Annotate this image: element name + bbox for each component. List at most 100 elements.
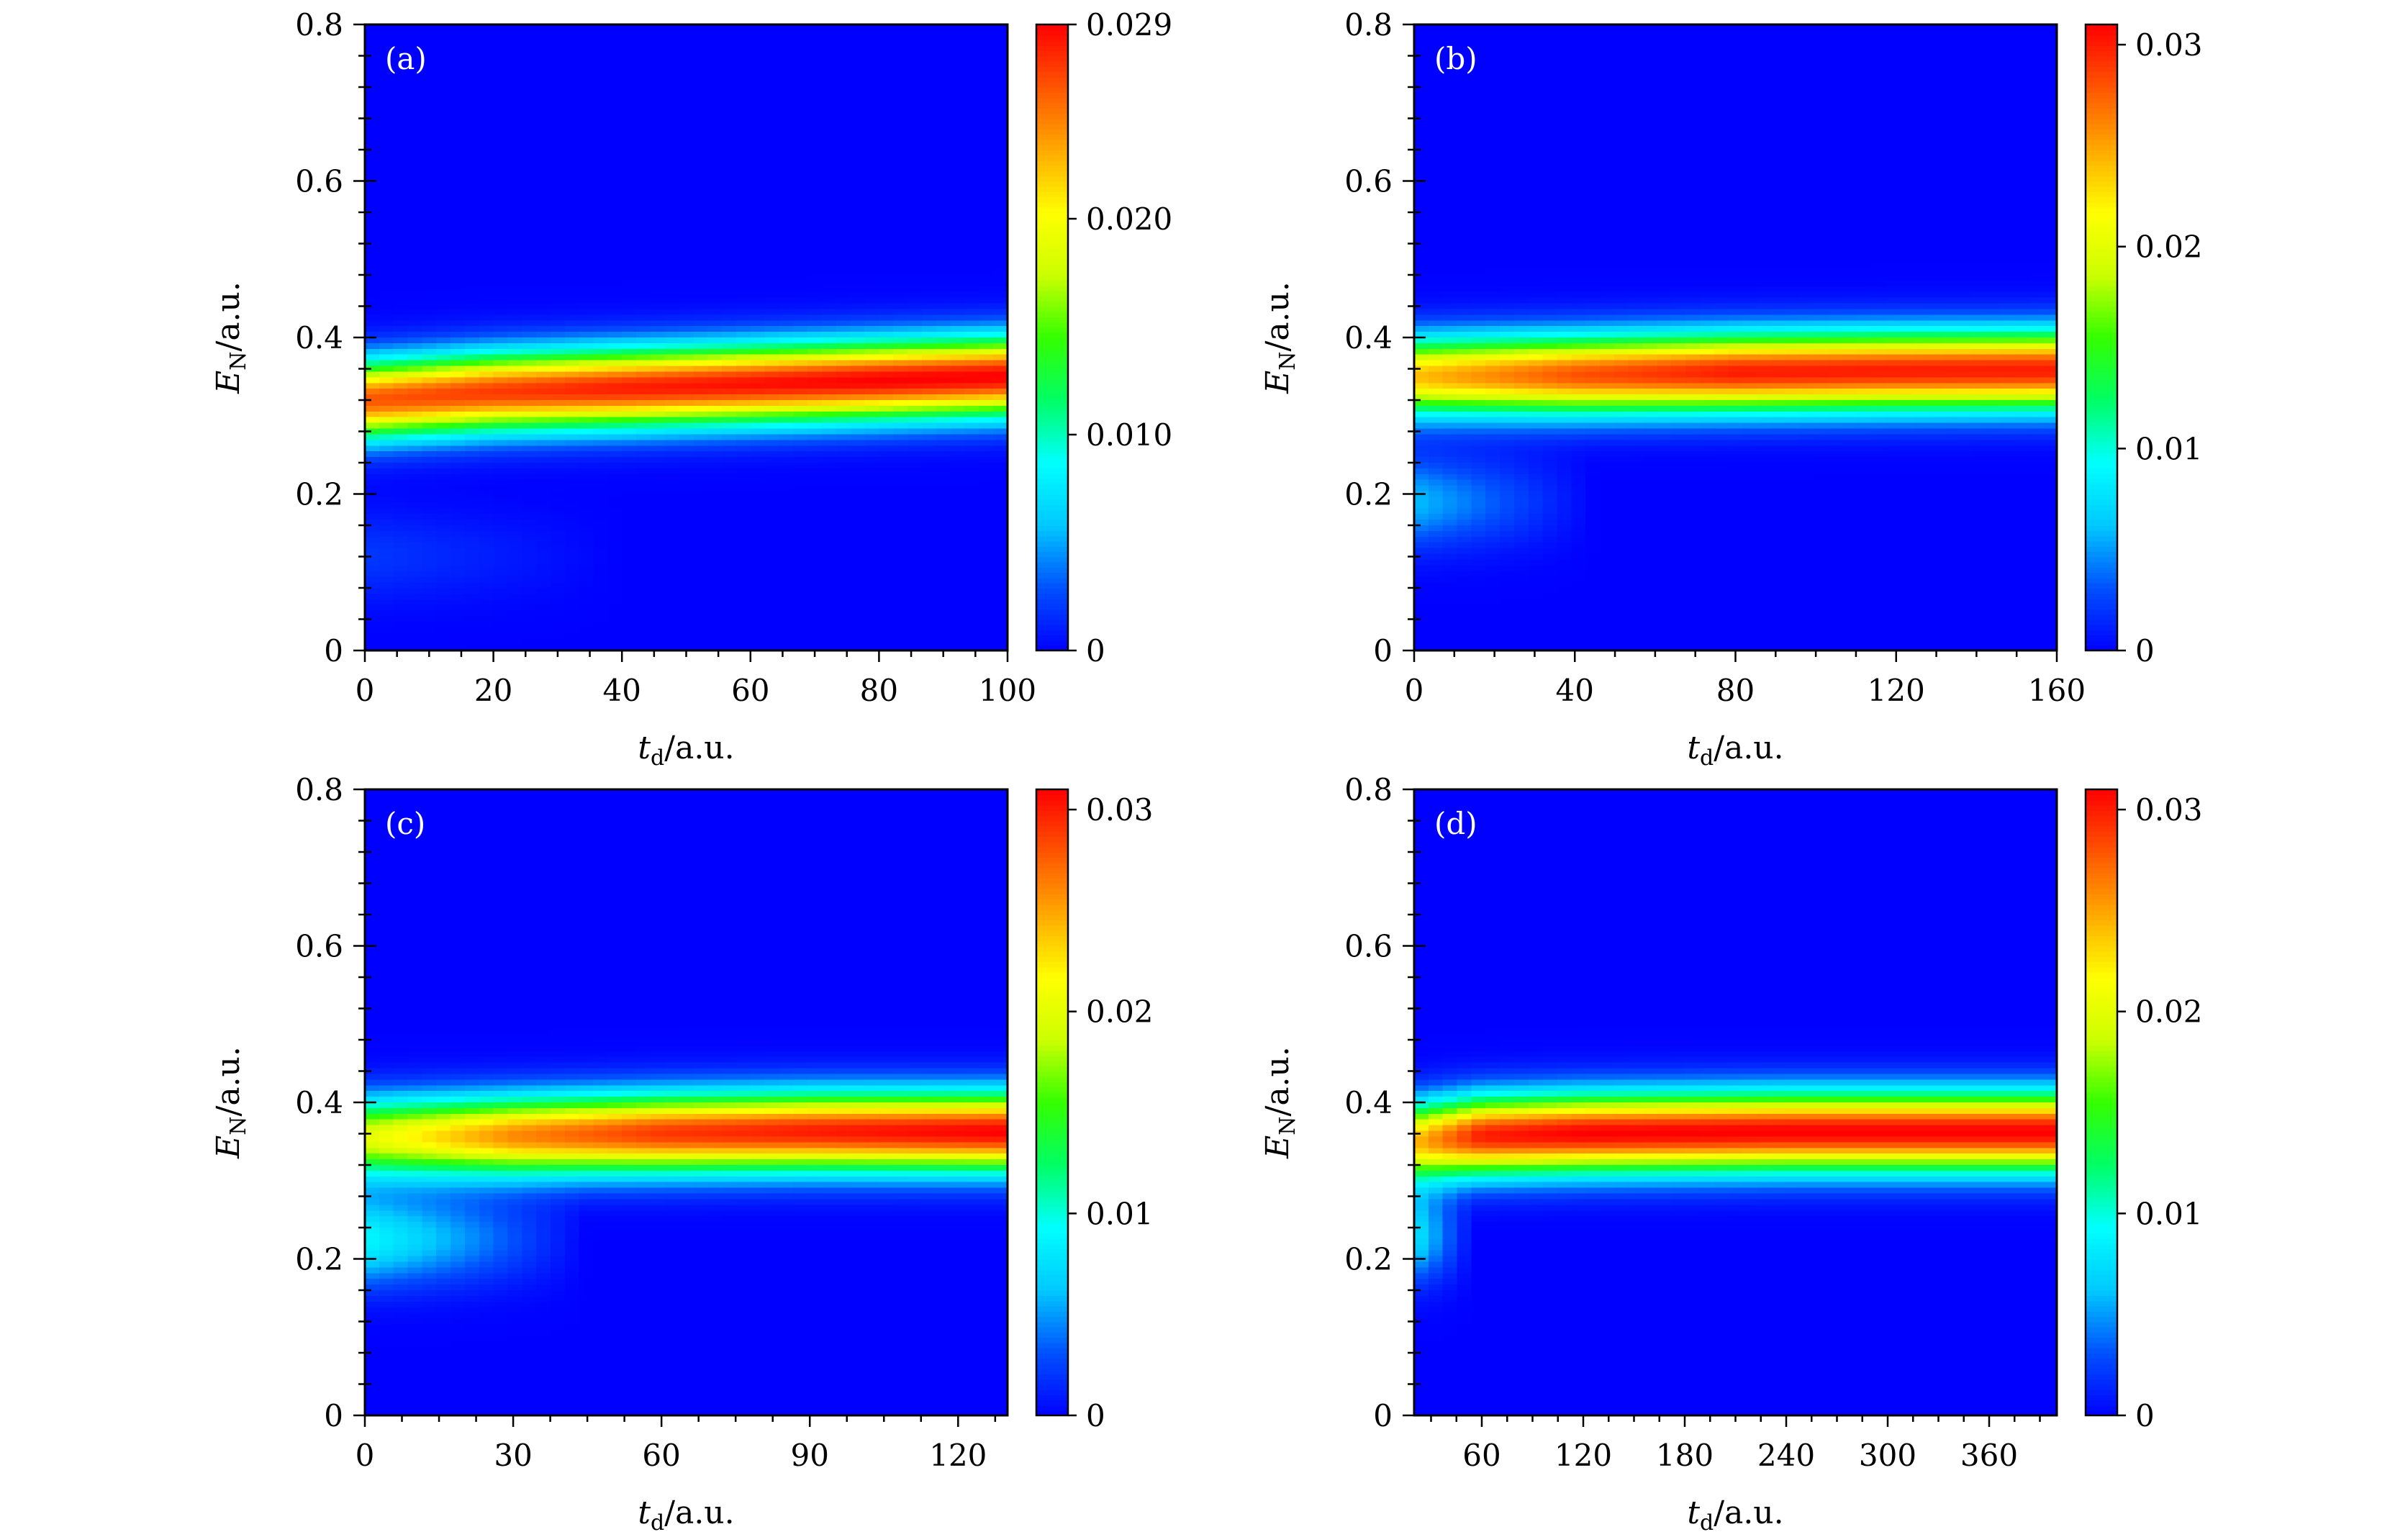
- heatmap-cell: [793, 542, 808, 549]
- heatmap-cell: [793, 178, 808, 185]
- heatmap-cell: [921, 559, 937, 566]
- heatmap-cell: [407, 428, 423, 435]
- heatmap-cell: [664, 150, 680, 156]
- heatmap-cell: [607, 115, 623, 122]
- heatmap-cell: [493, 246, 509, 253]
- heatmap-cell: [464, 212, 480, 219]
- heatmap-cell: [507, 286, 523, 293]
- heatmap-cell: [779, 354, 795, 361]
- heatmap-cell: [735, 183, 751, 191]
- heatmap-cell: [407, 87, 423, 94]
- heatmap-cell: [593, 400, 609, 407]
- heatmap-cell: [564, 172, 580, 179]
- heatmap-cell: [679, 604, 694, 612]
- heatmap-cell: [393, 291, 409, 299]
- heatmap-cell: [807, 212, 823, 219]
- heatmap-cell: [550, 627, 566, 635]
- heatmap-cell: [464, 35, 480, 42]
- heatmap-cell: [779, 542, 795, 549]
- heatmap-cell: [950, 542, 966, 549]
- heatmap-cell: [636, 582, 651, 589]
- heatmap-cell: [822, 576, 837, 583]
- heatmap-cell: [779, 189, 795, 196]
- heatmap-cell: [907, 109, 923, 117]
- heatmap-cell: [893, 280, 908, 287]
- heatmap-cell: [921, 280, 937, 287]
- heatmap-cell: [936, 565, 951, 572]
- heatmap-cell: [564, 400, 580, 407]
- heatmap-cell: [451, 502, 466, 509]
- heatmap-cell: [722, 98, 737, 105]
- heatmap-cell: [464, 389, 480, 395]
- heatmap-cell: [950, 127, 966, 134]
- heatmap-cell: [735, 115, 751, 122]
- heatmap-cell: [907, 383, 923, 389]
- heatmap-cell: [822, 263, 837, 270]
- heatmap-cell: [764, 633, 780, 640]
- heatmap-cell: [607, 520, 623, 526]
- heatmap-cell: [693, 497, 709, 504]
- heatmap-cell: [436, 525, 451, 532]
- heatmap-cell: [907, 588, 923, 594]
- heatmap-cell: [607, 485, 623, 492]
- heatmap-cell: [464, 565, 480, 572]
- heatmap-cell: [579, 502, 594, 509]
- heatmap-cell: [451, 548, 466, 555]
- heatmap-cell: [365, 207, 380, 213]
- heatmap-cell: [550, 451, 566, 458]
- heatmap-cell: [822, 104, 837, 111]
- heatmap-cell: [779, 98, 795, 105]
- heatmap-cell: [451, 411, 466, 418]
- heatmap-cell: [365, 87, 380, 94]
- heatmap-cell: [807, 468, 823, 475]
- heatmap-cell: [622, 599, 637, 606]
- heatmap-cell: [893, 58, 908, 65]
- heatmap-cell: [536, 70, 551, 76]
- heatmap-cell: [921, 263, 937, 270]
- heatmap-cell: [993, 246, 1008, 253]
- heatmap-cell: [607, 332, 623, 338]
- heatmap-cell: [950, 473, 966, 481]
- heatmap-cell: [693, 81, 709, 88]
- heatmap-cell: [964, 639, 980, 645]
- heatmap-cell: [779, 497, 795, 504]
- heatmap-cell: [750, 411, 766, 418]
- heatmap-cell: [936, 434, 951, 441]
- heatmap-cell: [707, 280, 723, 287]
- heatmap-cell: [550, 160, 566, 168]
- heatmap-cell: [579, 201, 594, 207]
- heatmap-cell: [479, 576, 494, 583]
- heatmap-cell: [650, 98, 666, 105]
- heatmap-cell: [693, 212, 709, 219]
- heatmap-cell: [550, 183, 566, 191]
- heatmap-cell: [750, 604, 766, 612]
- heatmap-cell: [836, 354, 851, 361]
- heatmap-cell: [750, 610, 766, 617]
- heatmap-cell: [451, 377, 466, 384]
- heatmap-cell: [493, 468, 509, 475]
- heatmap-cell: [550, 411, 566, 418]
- heatmap-cell: [407, 127, 423, 134]
- heatmap-cell: [779, 183, 795, 191]
- heatmap-cell: [593, 58, 609, 65]
- heatmap-cell: [379, 588, 394, 594]
- heatmap-cell: [379, 121, 394, 128]
- heatmap-cell: [650, 622, 666, 629]
- heatmap-cell: [793, 160, 808, 168]
- heatmap-cell: [451, 127, 466, 134]
- heatmap-cell: [550, 92, 566, 99]
- heatmap-cell: [750, 229, 766, 236]
- heatmap-cell: [950, 530, 966, 538]
- heatmap-cell: [550, 593, 566, 600]
- heatmap-cell: [793, 246, 808, 253]
- heatmap-cell: [864, 326, 880, 332]
- heatmap-cell: [979, 371, 994, 378]
- heatmap-cell: [750, 389, 766, 395]
- heatmap-cell: [451, 258, 466, 264]
- heatmap-cell: [993, 491, 1008, 498]
- heatmap-cell: [793, 92, 808, 99]
- heatmap-cell: [822, 70, 837, 76]
- heatmap-cell: [879, 207, 895, 213]
- heatmap-cell: [579, 115, 594, 122]
- heatmap-cell: [907, 223, 923, 230]
